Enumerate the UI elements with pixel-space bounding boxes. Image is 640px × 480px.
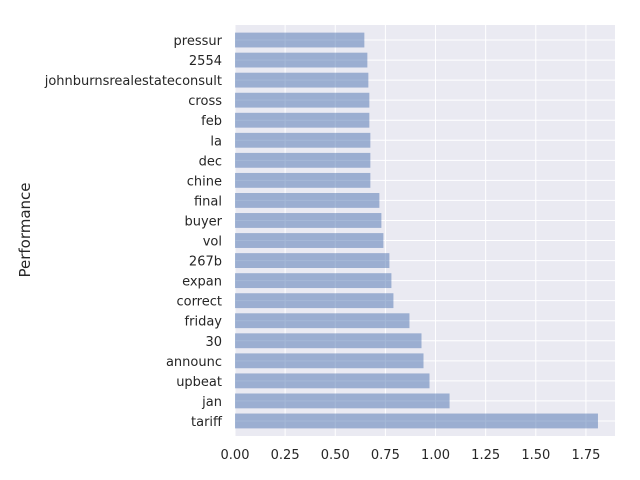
- y-tick-label: cross: [188, 94, 222, 109]
- x-tick-label: 1.00: [421, 448, 450, 463]
- x-tick-label: 1.50: [521, 448, 550, 463]
- bar-announc: [235, 353, 424, 369]
- bars: [235, 32, 598, 429]
- x-tick-label: 1.25: [471, 448, 500, 463]
- bar-feb: [235, 112, 370, 128]
- y-tick-label: jan: [201, 395, 222, 410]
- y-tick-label: 2554: [189, 54, 222, 69]
- y-tick-label: vol: [203, 235, 222, 250]
- y-tick-label: final: [194, 194, 222, 209]
- x-tick-label: 1.75: [571, 448, 600, 463]
- bar-pressur: [235, 32, 365, 48]
- bar-expan: [235, 273, 392, 289]
- bar-30: [235, 333, 422, 349]
- bar-final: [235, 193, 380, 208]
- bar-2554: [235, 52, 368, 68]
- x-tick-label: 0.00: [221, 448, 250, 463]
- bar-la: [235, 132, 371, 148]
- bar-jan: [235, 393, 450, 409]
- bar-tariff: [235, 413, 598, 429]
- y-tick-label: upbeat: [176, 375, 222, 390]
- y-tick-label: pressur: [174, 34, 223, 49]
- bar-cross: [235, 92, 370, 108]
- y-tick-label: dec: [199, 154, 222, 169]
- x-tick-label: 0.75: [371, 448, 400, 463]
- y-axis-label: Performance: [16, 182, 34, 277]
- bar-upbeat: [235, 373, 430, 389]
- y-tick-label: announc: [166, 355, 222, 370]
- bar-buyer: [235, 213, 382, 228]
- y-tick-labels: tariff jan upbeat announc 30 friday correct exp…: [44, 34, 223, 430]
- y-tick-label: buyer: [184, 214, 222, 229]
- y-tick-label: 30: [205, 335, 222, 350]
- y-tick-label: correct: [176, 295, 222, 310]
- y-tick-label: expan: [182, 275, 222, 290]
- bar-chine: [235, 172, 371, 188]
- x-tick-label: 0.25: [271, 448, 300, 463]
- x-tick-label: 0.50: [321, 448, 350, 463]
- y-tick-label: feb: [201, 114, 222, 129]
- bar-267b: [235, 253, 390, 268]
- y-tick-label: tariff: [191, 415, 223, 430]
- bar-vol: [235, 233, 384, 248]
- y-tick-label: chine: [187, 174, 222, 189]
- bar-friday: [235, 313, 410, 329]
- bar-johnburnsrealestateconsult: [235, 72, 369, 88]
- y-tick-label: 267b: [189, 255, 222, 270]
- y-tick-label: la: [210, 134, 222, 149]
- y-tick-label: friday: [185, 315, 223, 330]
- bar-dec: [235, 152, 371, 168]
- x-tick-labels: 0.00 0.25 0.50 0.75 1.00 1.25 1.50 1.75: [221, 448, 601, 463]
- y-tick-label: johnburnsrealestateconsult: [44, 74, 222, 89]
- bar-correct: [235, 293, 394, 309]
